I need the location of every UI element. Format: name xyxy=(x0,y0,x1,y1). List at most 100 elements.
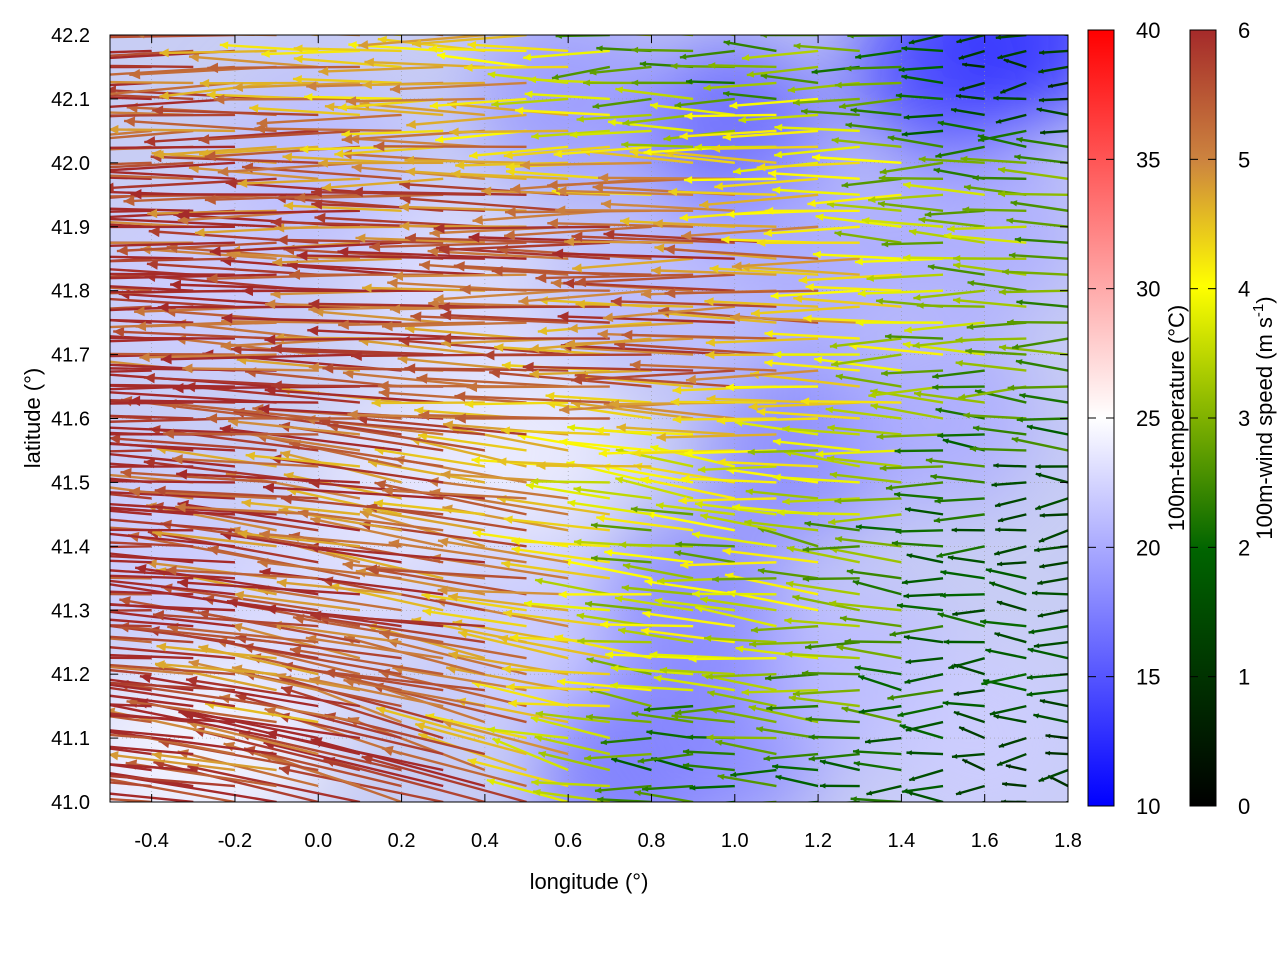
wind-arrow-shaft xyxy=(281,664,444,692)
wind-arrow-head xyxy=(204,150,216,162)
wind-arrow-head xyxy=(159,91,170,100)
wind-arrow-shaft xyxy=(381,747,527,788)
wind-arrow-shaft xyxy=(261,49,360,56)
wind-arrow-shaft xyxy=(110,681,236,692)
wind-arrow-head xyxy=(555,35,562,39)
wind-arrow-shaft xyxy=(841,177,902,187)
wind-arrow-shaft xyxy=(149,427,319,452)
wind-arrow-head xyxy=(529,369,540,379)
wind-arrow-head xyxy=(765,206,774,215)
wind-arrow-head xyxy=(575,276,587,288)
wind-arrow-shaft xyxy=(154,662,277,676)
wind-arrow-head xyxy=(590,522,598,529)
wind-arrow-head xyxy=(293,54,303,64)
wind-arrow-head xyxy=(161,583,173,594)
wind-arrow-shaft xyxy=(175,505,319,516)
wind-arrow-shaft xyxy=(113,330,277,340)
wind-arrow-shaft xyxy=(352,190,527,196)
wind-arrow-shaft xyxy=(725,35,735,37)
wind-arrow-head xyxy=(20,60,31,70)
wind-arrow-shaft xyxy=(416,376,569,388)
wind-arrow-head xyxy=(670,397,680,407)
wind-arrow-shaft xyxy=(207,65,360,70)
wind-arrow-shaft xyxy=(437,588,569,596)
wind-arrow-head xyxy=(311,187,322,198)
wind-arrow-head xyxy=(530,477,539,486)
wind-arrow-shaft xyxy=(280,686,444,740)
wind-arrow-head xyxy=(998,288,1006,296)
wind-arrow-head xyxy=(139,672,152,684)
wind-arrow-head xyxy=(615,476,624,484)
wind-arrow-shaft xyxy=(649,103,735,117)
wind-arrow-shaft xyxy=(110,574,194,580)
wind-arrow-head xyxy=(276,578,287,588)
wind-arrow-shaft xyxy=(802,545,860,551)
wind-arrow-head xyxy=(663,134,671,142)
wind-arrow-shaft xyxy=(694,605,777,628)
wind-arrow-shaft xyxy=(361,755,527,802)
wind-arrow-shaft xyxy=(972,426,1027,436)
wind-arrow-shaft xyxy=(110,579,236,596)
wind-arrow-head xyxy=(123,195,135,207)
wind-arrow-head xyxy=(681,230,692,241)
wind-arrow-shaft xyxy=(993,714,1027,724)
wind-arrow-shaft xyxy=(788,696,860,708)
wind-arrow-shaft xyxy=(280,496,444,516)
wind-arrow-head xyxy=(449,127,459,137)
wind-arrow-shaft xyxy=(110,49,111,51)
wind-arrow-shaft xyxy=(110,668,152,676)
wind-arrow-head xyxy=(692,590,700,598)
wind-arrow-head xyxy=(1008,252,1016,259)
wind-arrow-shaft xyxy=(567,321,694,331)
wind-arrow-head xyxy=(760,35,767,39)
wind-arrow-shaft xyxy=(204,702,319,724)
wind-arrow-shaft xyxy=(235,694,402,740)
wind-arrow-head xyxy=(1039,563,1045,569)
wind-arrow-head xyxy=(1026,424,1033,430)
wind-arrow-head xyxy=(428,298,439,309)
wind-arrow-shaft xyxy=(725,385,819,389)
wind-arrow-head xyxy=(732,167,742,175)
wind-arrow-head xyxy=(503,151,513,160)
wind-arrow-shaft xyxy=(897,704,944,717)
wind-arrow-shaft xyxy=(741,49,819,60)
wind-arrow-head xyxy=(194,227,205,238)
temperature-colorbar-tick-label: 30 xyxy=(1136,277,1160,302)
wind-arrow-head xyxy=(528,76,537,84)
wind-arrow-head xyxy=(310,610,322,621)
wind-arrow-shaft xyxy=(903,593,944,598)
wind-arrow-shaft xyxy=(467,43,569,53)
wind-arrow-shaft xyxy=(292,616,444,644)
wind-arrow-shaft xyxy=(808,752,860,761)
wind-arrow-head xyxy=(177,577,189,589)
wind-arrow-shaft xyxy=(1038,529,1068,543)
wind-arrow-shaft xyxy=(700,514,777,532)
wind-arrow-shaft xyxy=(563,281,735,292)
wind-arrow-head xyxy=(206,90,216,100)
wind-arrow-head xyxy=(993,95,999,101)
wind-arrow-shaft xyxy=(889,625,944,637)
wind-arrow-shaft xyxy=(659,668,735,676)
wind-arrow-head xyxy=(30,707,41,717)
wind-arrow-head xyxy=(537,326,548,336)
wind-arrow-head xyxy=(494,343,504,352)
wind-arrow-head xyxy=(509,183,521,194)
wind-arrow-head xyxy=(438,301,450,313)
wind-arrow-head xyxy=(3,516,14,526)
wind-arrow-shaft xyxy=(457,630,569,660)
wind-arrow-head xyxy=(777,508,785,517)
wind-arrow-shaft xyxy=(656,433,777,439)
wind-arrow-head xyxy=(865,738,871,745)
wind-arrow-shaft xyxy=(110,473,194,484)
wind-arrow-head xyxy=(927,264,935,271)
wind-arrow-head xyxy=(416,373,428,384)
wind-arrow-shaft xyxy=(110,729,194,740)
wind-arrow-shaft xyxy=(144,129,319,144)
wind-arrow-head xyxy=(947,555,954,561)
wind-arrow-head xyxy=(147,208,158,219)
wind-arrow-head xyxy=(705,338,715,347)
wind-arrow-head xyxy=(985,567,992,574)
wind-arrow-head xyxy=(631,46,639,54)
wind-arrow-shaft xyxy=(448,594,569,612)
wind-arrow-shaft xyxy=(217,161,360,174)
